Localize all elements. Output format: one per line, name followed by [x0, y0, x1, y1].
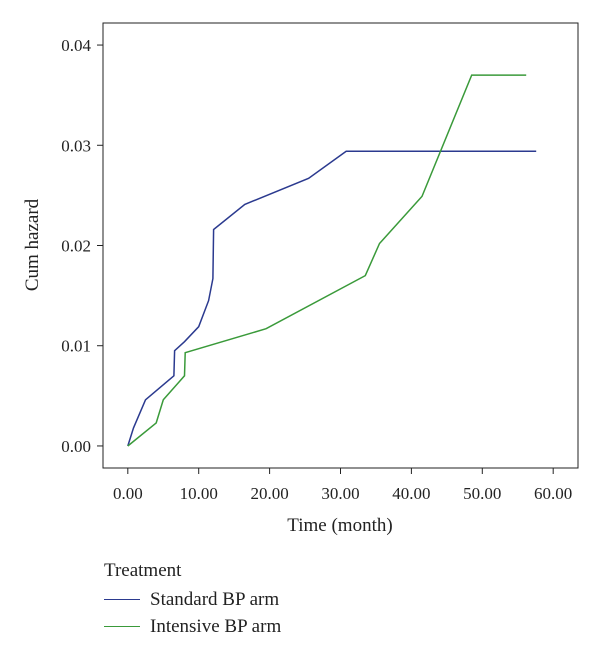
legend-title: Treatment	[104, 560, 182, 581]
x-tick-label: 20.00	[250, 484, 288, 503]
y-tick-label: 0.04	[61, 36, 91, 55]
legend-swatch-standard	[104, 599, 140, 600]
legend: Treatment Standard BP arm Intensive BP a…	[104, 560, 281, 640]
series-line-intensive	[127, 74, 527, 447]
x-tick-label: 30.00	[321, 484, 359, 503]
legend-label-intensive: Intensive BP arm	[150, 615, 282, 637]
y-tick-label: 0.00	[61, 437, 91, 456]
x-axis: 0.00 10.00 20.00 30.00 40.00 50.00 60.00	[113, 468, 572, 503]
x-tick-label: 50.00	[463, 484, 501, 503]
legend-item-standard: Standard BP arm	[104, 586, 281, 613]
y-axis-title: Cum hazard	[22, 198, 43, 291]
y-tick-label: 0.03	[61, 136, 91, 155]
legend-swatch-intensive	[104, 626, 140, 627]
x-axis-title: Time (month)	[287, 515, 392, 536]
x-tick-label: 10.00	[180, 484, 218, 503]
y-tick-label: 0.02	[61, 237, 91, 256]
y-axis: 0.00 0.01 0.02 0.03 0.04	[61, 36, 103, 456]
legend-label-standard: Standard BP arm	[150, 588, 280, 610]
x-tick-label: 40.00	[392, 484, 430, 503]
x-tick-label: 0.00	[113, 484, 143, 503]
series-lines	[127, 74, 537, 447]
plot-frame	[102, 22, 579, 469]
series-line-standard	[127, 150, 537, 447]
y-tick-label: 0.01	[61, 337, 91, 356]
x-tick-label: 60.00	[534, 484, 572, 503]
legend-item-intensive: Intensive BP arm	[104, 613, 281, 640]
